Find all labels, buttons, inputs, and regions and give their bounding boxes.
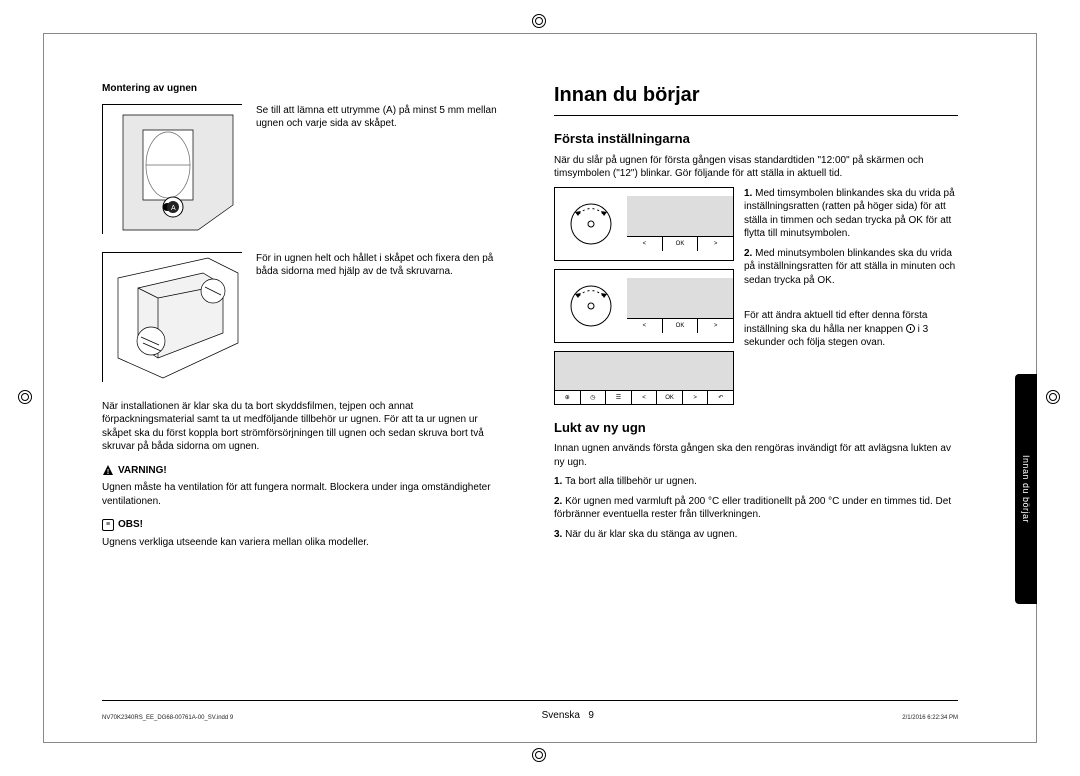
step-1: 1. Med timsymbolen blinkandes ska du vri… xyxy=(744,187,958,241)
lukt-intro: Innan ugnen används första gången ska de… xyxy=(554,442,958,469)
control-panel-2: < OK > xyxy=(554,269,734,343)
btn-right: > xyxy=(683,391,709,405)
svg-text:!: ! xyxy=(107,469,109,476)
figure-oven-insert xyxy=(102,252,242,382)
dial-icon xyxy=(565,280,617,332)
figure-a-caption: Se till att lämna ett utrymme (A) på min… xyxy=(256,104,506,234)
display-area xyxy=(627,196,733,236)
page: Montering av ugnen A A xyxy=(43,33,1037,743)
registration-mark xyxy=(18,390,32,404)
step-2: 2. Med minutsymbolen blinkandes ska du v… xyxy=(744,247,958,288)
btn-1: ⊕ xyxy=(555,391,581,405)
obs-label: ≡ OBS! xyxy=(102,518,506,532)
registration-mark xyxy=(532,14,546,28)
warning-text: Ugnen måste ha ventilation för att funge… xyxy=(102,481,506,508)
right-column: Innan du börjar Första inställningarna N… xyxy=(554,82,958,555)
footer-timestamp: 2/1/2016 6:22:34 PM xyxy=(902,714,958,722)
registration-mark xyxy=(532,748,546,762)
page-footer: NV70K2340RS_EE_DG68-00761A-00_SV.indd 9 … xyxy=(102,700,958,723)
btn-left: < xyxy=(627,319,663,333)
display-area xyxy=(627,278,733,318)
warning-label: ! VARNING! xyxy=(102,464,506,478)
page-title: Innan du börjar xyxy=(554,82,958,109)
step-3: För att ändra aktuell tid efter denna fö… xyxy=(744,309,958,350)
btn-3: ☰ xyxy=(606,391,632,405)
first-settings-intro: När du slår på ugnen för första gången v… xyxy=(554,154,958,181)
button-row: < OK > xyxy=(627,318,733,333)
lukt-step-1: 1. Ta bort alla tillbehör ur ugnen. xyxy=(554,475,958,489)
control-panel-3: ⊕ ◷ ☰ < OK > ↶ xyxy=(554,351,734,405)
svg-text:A: A xyxy=(171,205,176,212)
btn-right: > xyxy=(698,319,733,333)
figure-cabinet-clearance: A A xyxy=(102,104,242,234)
new-oven-smell-heading: Lukt av ny ugn xyxy=(554,419,958,437)
btn-right: > xyxy=(698,237,733,251)
footer-filename: NV70K2340RS_EE_DG68-00761A-00_SV.indd 9 xyxy=(102,714,233,722)
button-row: ⊕ ◷ ☰ < OK > ↶ xyxy=(555,390,733,405)
btn-ok: OK xyxy=(663,237,699,251)
dial-icon xyxy=(565,198,617,250)
btn-ok: OK xyxy=(663,319,699,333)
mounting-heading: Montering av ugnen xyxy=(102,82,506,96)
obs-text: Ugnens verkliga utseende kan variera mel… xyxy=(102,536,506,550)
left-column: Montering av ugnen A A xyxy=(102,82,506,555)
lukt-steps: 1. Ta bort alla tillbehör ur ugnen. 2. K… xyxy=(554,475,958,541)
lukt-step-2: 2. Kör ugnen med varmluft på 200 °C elle… xyxy=(554,495,958,522)
btn-2: ◷ xyxy=(581,391,607,405)
note-icon: ≡ xyxy=(102,519,114,531)
lukt-step-3: 3. När du är klar ska du stänga av ugnen… xyxy=(554,528,958,542)
btn-back: ↶ xyxy=(708,391,733,405)
first-settings-heading: Första inställningarna xyxy=(554,130,958,148)
display-area xyxy=(555,352,733,390)
steps-list: 1. Med timsymbolen blinkandes ska du vri… xyxy=(744,187,958,350)
button-row: < OK > xyxy=(627,236,733,251)
warning-icon: ! xyxy=(102,464,114,476)
btn-ok: OK xyxy=(657,391,683,405)
title-rule xyxy=(554,115,958,116)
control-panel-1: < OK > xyxy=(554,187,734,261)
figure-b-caption: För in ugnen helt och hållet i skåpet oc… xyxy=(256,252,506,382)
footer-page: Svenska 9 xyxy=(542,709,594,723)
btn-left: < xyxy=(632,391,658,405)
clock-icon xyxy=(906,324,915,333)
btn-left: < xyxy=(627,237,663,251)
section-tab: Innan du börjar xyxy=(1015,374,1037,604)
registration-mark xyxy=(1046,390,1060,404)
post-install-text: När installationen är klar ska du ta bor… xyxy=(102,400,506,454)
